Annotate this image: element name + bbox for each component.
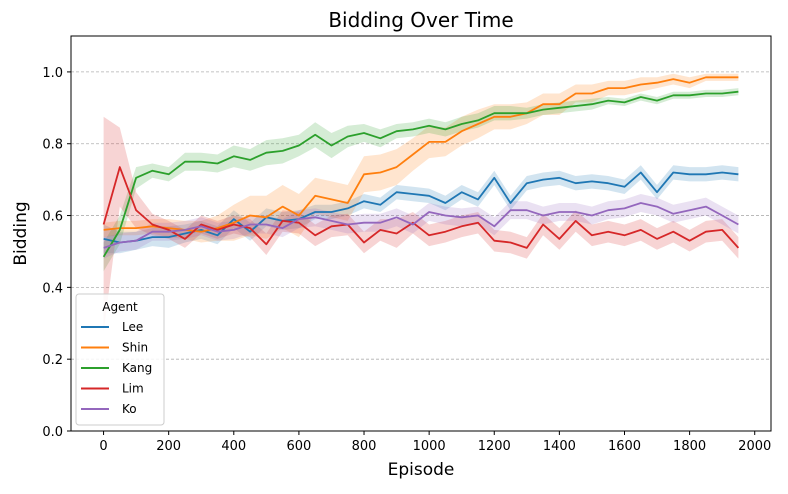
- series-lines: [102, 76, 740, 258]
- y-tick-label: 0.6: [42, 210, 63, 225]
- x-tick-label: 1800: [673, 439, 706, 454]
- x-tick-label: 1200: [478, 439, 511, 454]
- legend-label-ko: Ko: [122, 402, 137, 416]
- legend-label-shin: Shin: [122, 341, 148, 355]
- x-axis-label: Episode: [388, 460, 455, 480]
- y-tick-label: 0.2: [42, 353, 63, 368]
- x-tick-label: 0: [99, 439, 107, 454]
- y-tick-label: 0.4: [42, 281, 63, 296]
- series-line-ko: [103, 202, 739, 249]
- x-tick-label: 600: [286, 439, 311, 454]
- legend-title: Agent: [102, 300, 138, 314]
- band-ko: [103, 194, 739, 259]
- band-lim: [103, 116, 739, 333]
- x-tick-label: 1000: [413, 439, 446, 454]
- confidence-bands: [103, 73, 739, 333]
- legend-label-lee: Lee: [122, 320, 143, 334]
- series-line-lim: [102, 166, 740, 249]
- legend: Agent Lee Shin Kang Lim Ko: [75, 293, 165, 426]
- y-tick-label: 0.0: [42, 425, 63, 440]
- gridlines: [71, 71, 771, 360]
- plot-frame: [70, 35, 772, 432]
- y-axis-ticks: 0.0 0.2 0.4 0.6 0.8 1.0: [42, 66, 71, 440]
- legend-items: Lee Shin Kang Lim Ko: [81, 320, 152, 416]
- chart-title: Bidding Over Time: [328, 8, 513, 32]
- y-tick-label: 1.0: [42, 66, 63, 81]
- x-tick-label: 800: [352, 439, 377, 454]
- x-tick-label: 200: [156, 439, 181, 454]
- band-kang: [103, 88, 739, 272]
- band-lee: [103, 165, 739, 254]
- x-axis-ticks: 0 200 400 600 800 1000 1200 1400 1600 1800 2000: [99, 431, 771, 454]
- x-tick-label: 1400: [543, 439, 576, 454]
- x-tick-label: 1600: [608, 439, 641, 454]
- x-tick-label: 2000: [738, 439, 771, 454]
- legend-label-lim: Lim: [122, 382, 144, 396]
- y-tick-label: 0.8: [42, 138, 63, 153]
- x-tick-label: 400: [221, 439, 246, 454]
- band-shin: [103, 73, 739, 243]
- series-line-kang: [102, 90, 739, 258]
- y-axis-label: Bidding: [11, 201, 31, 265]
- series-line-lee: [103, 171, 739, 244]
- legend-label-kang: Kang: [122, 361, 152, 375]
